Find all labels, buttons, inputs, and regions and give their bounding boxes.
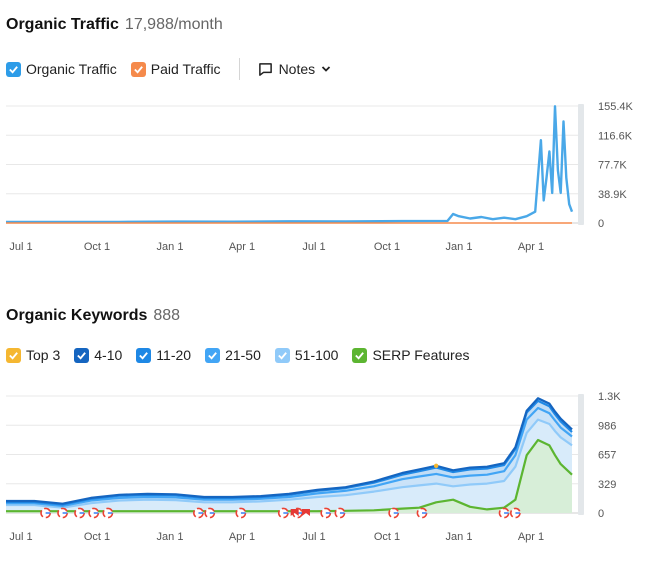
keywords-x-tick-label: Jul 1 bbox=[302, 531, 325, 543]
legend-serp-features-label: SERP Features bbox=[372, 347, 470, 363]
keywords-area-51-100 bbox=[6, 419, 572, 513]
organic-traffic-metric: 17,988/month bbox=[124, 16, 223, 33]
organic-keywords-title: Organic Keywords 888 bbox=[6, 307, 180, 325]
google-serp-icon bbox=[57, 507, 68, 519]
organic-traffic-title: Organic Traffic 17,988/month bbox=[6, 16, 223, 34]
keywords-line-21-50 bbox=[6, 406, 573, 507]
organic-traffic-title-text: Organic Traffic bbox=[6, 16, 119, 33]
google-serp-icon bbox=[88, 507, 100, 519]
keywords-y-tick-label: 657 bbox=[598, 450, 616, 462]
keywords-x-tick-label: Oct 1 bbox=[374, 531, 400, 543]
traffic-x-tick-label: Oct 1 bbox=[374, 241, 400, 253]
traffic-legend: Organic Traffic Paid Traffic Notes bbox=[6, 58, 331, 80]
keywords-x-tick-label: Apr 1 bbox=[518, 531, 544, 543]
google-serp-icon bbox=[102, 507, 114, 519]
google-serp-icon bbox=[204, 507, 216, 519]
checkbox-icon[interactable] bbox=[6, 347, 21, 363]
legend-21-50-label: 21-50 bbox=[225, 347, 261, 363]
keywords-y-tick-label: 1.3K bbox=[598, 391, 621, 403]
keywords-top-3-point bbox=[433, 463, 439, 469]
keywords-y-tick-label: 329 bbox=[598, 479, 616, 491]
keywords-y-tick-label: 0 bbox=[598, 508, 604, 520]
organic-keywords-chart: 1.3K 986 657 329 0 Jul 1 Oct 1 Jan 1 Apr 1 Jul 1 O… bbox=[6, 391, 621, 543]
legend-divider bbox=[238, 58, 240, 80]
flag-icon bbox=[290, 509, 299, 516]
keywords-x-tick-label: Jan 1 bbox=[446, 531, 473, 543]
traffic-y-tick-label: 116.6K bbox=[598, 130, 633, 142]
keywords-line-51-100 bbox=[6, 418, 573, 509]
traffic-y-tick-label: 155.4K bbox=[598, 101, 634, 113]
traffic-y-tick-label: 38.9K bbox=[598, 189, 627, 201]
checkbox-icon[interactable] bbox=[274, 347, 290, 363]
legend-paid-traffic-label: Paid Traffic bbox=[150, 61, 221, 77]
checkbox-icon[interactable] bbox=[205, 347, 221, 363]
keywords-y-tick-label: 986 bbox=[598, 420, 616, 432]
google-serp-icon bbox=[40, 507, 52, 519]
keywords-legend: Top 3 4-10 11-20 21-50 51-100 SERP Featu… bbox=[6, 347, 469, 363]
google-serp-icon bbox=[510, 507, 521, 519]
traffic-x-tick-label: Jan 1 bbox=[446, 241, 473, 253]
legend-4-10-label: 4-10 bbox=[94, 347, 123, 363]
traffic-x-tick-label: Apr 1 bbox=[229, 241, 255, 253]
legend-paid-traffic[interactable]: Paid Traffic bbox=[130, 61, 221, 77]
checkbox-icon[interactable] bbox=[352, 347, 368, 363]
google-serp-icon bbox=[193, 507, 204, 519]
legend-21-50[interactable]: 21-50 bbox=[205, 347, 261, 363]
traffic-range-handle bbox=[578, 104, 584, 225]
google-serp-icon bbox=[388, 507, 400, 519]
chevron-down-icon bbox=[322, 66, 331, 72]
note-icon bbox=[258, 62, 272, 76]
traffic-x-tick-label: Jan 1 bbox=[157, 241, 184, 253]
checkbox-icon[interactable] bbox=[130, 61, 146, 77]
traffic-x-tick-label: Apr 1 bbox=[518, 241, 544, 253]
legend-serp-features[interactable]: SERP Features bbox=[352, 347, 469, 363]
checkbox-icon[interactable] bbox=[6, 61, 21, 77]
legend-top-3-label: Top 3 bbox=[26, 347, 61, 363]
organic-keywords-metric: 888 bbox=[153, 307, 181, 324]
traffic-y-tick-label: 0 bbox=[598, 218, 604, 230]
keywords-line-serp-features bbox=[6, 438, 573, 513]
legend-11-20-label: 11-20 bbox=[156, 347, 192, 363]
traffic-y-tick-label: 77.7K bbox=[598, 160, 627, 172]
notes-label: Notes bbox=[278, 61, 316, 77]
legend-organic-traffic-label: Organic Traffic bbox=[26, 61, 117, 77]
keywords-x-tick-label: Jul 1 bbox=[9, 531, 32, 543]
legend-top-3[interactable]: Top 3 bbox=[6, 347, 60, 363]
traffic-x-tick-label: Oct 1 bbox=[84, 241, 110, 253]
google-serp-icon bbox=[320, 507, 332, 519]
legend-4-10[interactable]: 4-10 bbox=[74, 347, 122, 363]
legend-51-100-label: 51-100 bbox=[294, 347, 339, 363]
legend-11-20[interactable]: 11-20 bbox=[136, 347, 191, 363]
keywords-range-handle bbox=[578, 394, 584, 515]
keywords-area-serp-features bbox=[6, 440, 572, 513]
traffic-x-tick-label: Jul 1 bbox=[302, 241, 325, 253]
traffic-x-tick-label: Jul 1 bbox=[9, 241, 32, 253]
keywords-x-tick-label: Jan 1 bbox=[157, 531, 184, 543]
keywords-line-4-10 bbox=[6, 397, 573, 505]
google-serp-icon bbox=[235, 507, 247, 519]
organic-traffic-chart: 155.4K 116.6K 77.7K 38.9K 0 Jul 1 Oct 1 Jan 1 Ap… bbox=[6, 101, 634, 253]
organic-traffic-line bbox=[6, 105, 574, 224]
organic-keywords-title-text: Organic Keywords bbox=[6, 307, 148, 324]
google-serp-icon bbox=[498, 507, 510, 519]
legend-organic-traffic[interactable]: Organic Traffic bbox=[6, 61, 117, 77]
checkbox-icon[interactable] bbox=[74, 347, 90, 363]
google-serp-icon bbox=[277, 507, 289, 519]
keywords-x-tick-label: Oct 1 bbox=[84, 531, 110, 543]
google-serp-icon bbox=[334, 507, 346, 519]
notes-button[interactable]: Notes bbox=[258, 61, 332, 77]
keywords-x-tick-label: Apr 1 bbox=[229, 531, 255, 543]
checkbox-icon[interactable] bbox=[136, 347, 152, 363]
google-serp-icon bbox=[416, 507, 428, 519]
flag-icon bbox=[301, 509, 310, 516]
google-serp-icon bbox=[74, 507, 85, 519]
legend-51-100[interactable]: 51-100 bbox=[274, 347, 339, 363]
